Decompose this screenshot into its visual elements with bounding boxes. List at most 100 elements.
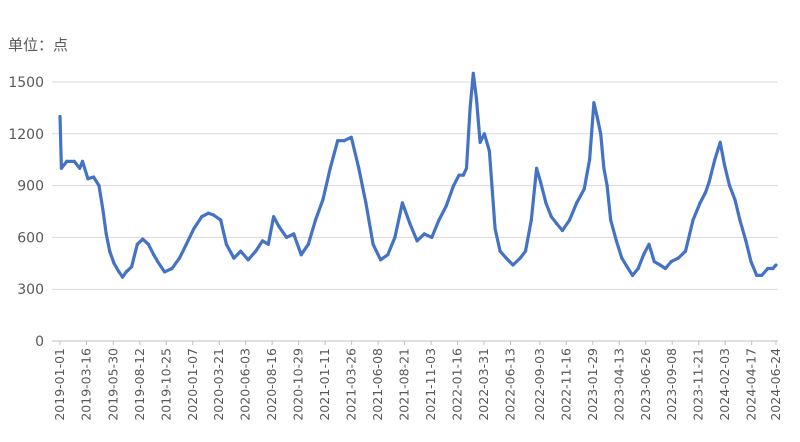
- data-point: [602, 166, 606, 170]
- data-point: [415, 239, 419, 243]
- y-tick-label: 1500: [8, 75, 44, 91]
- data-point: [65, 159, 69, 163]
- data-point: [582, 187, 586, 191]
- data-point: [718, 140, 722, 144]
- data-point: [683, 249, 688, 253]
- data-point: [430, 235, 434, 239]
- data-point: [575, 201, 579, 205]
- data-point: [560, 228, 565, 233]
- data-point: [471, 71, 475, 75]
- data-point: [135, 242, 139, 246]
- data-point: [529, 218, 533, 222]
- data-point: [755, 273, 759, 277]
- data-point: [461, 173, 465, 177]
- data-point: [523, 249, 528, 253]
- data-point: [592, 101, 596, 105]
- series-line: [58, 71, 778, 279]
- data-point: [464, 166, 469, 170]
- data-point: [713, 158, 717, 162]
- x-tick-label: 2020-10-29: [291, 348, 306, 421]
- data-point: [599, 132, 603, 136]
- data-point: [669, 260, 673, 264]
- x-tick-label: 2023-06-26: [638, 348, 653, 421]
- data-point: [663, 266, 668, 271]
- data-point: [478, 140, 482, 144]
- data-point: [444, 204, 448, 208]
- data-point: [474, 97, 479, 101]
- data-point: [272, 215, 276, 219]
- data-point: [647, 242, 651, 246]
- data-point: [605, 184, 609, 188]
- x-axis-ticks: 2019-01-01 2019-03-16 2019-05-30 2019-08-12…: [52, 341, 783, 421]
- x-tick-label: 2024-04-17: [744, 348, 759, 421]
- x-tick-label: 2021-11-03: [423, 348, 438, 421]
- unit-label: 单位：点: [8, 36, 69, 54]
- data-point: [92, 175, 96, 179]
- x-tick-label: 2024-02-03: [717, 348, 732, 421]
- x-tick-label: 2023-01-29: [585, 348, 600, 421]
- data-point: [299, 253, 303, 257]
- data-point: [260, 239, 265, 243]
- data-point: [738, 218, 742, 222]
- y-tick-label: 600: [17, 230, 44, 246]
- x-tick-label: 2023-11-21: [691, 348, 706, 421]
- x-tick-label: 2021-06-08: [370, 348, 385, 421]
- x-tick-label: 2022-06-13: [502, 348, 517, 421]
- data-point: [130, 265, 134, 269]
- data-point: [504, 256, 508, 260]
- data-point: [733, 197, 737, 201]
- x-tick-label: 2020-08-16: [264, 348, 279, 421]
- data-point: [371, 242, 375, 246]
- data-point: [357, 166, 361, 170]
- data-point: [555, 222, 559, 226]
- data-point: [239, 249, 243, 253]
- data-point: [698, 201, 702, 205]
- data-point: [774, 263, 778, 267]
- data-point: [156, 260, 160, 264]
- data-point: [104, 232, 108, 236]
- data-point: [101, 208, 105, 212]
- x-tick-label: 2024-06-24: [768, 348, 783, 421]
- data-point: [658, 263, 662, 267]
- data-point: [254, 249, 258, 253]
- data-point: [549, 215, 553, 219]
- data-point: [224, 242, 228, 246]
- data-point: [707, 180, 711, 184]
- data-point: [80, 159, 85, 163]
- data-point: [86, 177, 90, 181]
- data-point: [192, 227, 196, 231]
- data-point: [493, 227, 497, 231]
- data-point: [614, 239, 619, 243]
- data-point: [146, 242, 150, 246]
- data-point: [498, 249, 502, 253]
- data-point: [284, 235, 289, 239]
- data-point: [211, 213, 216, 217]
- data-point: [722, 163, 727, 167]
- data-point: [749, 260, 753, 264]
- data-point: [703, 190, 708, 195]
- y-tick-label: 900: [17, 179, 44, 195]
- data-point: [97, 184, 101, 188]
- data-point: [232, 256, 236, 260]
- data-point: [336, 139, 340, 143]
- x-tick-label: 2021-03-26: [344, 348, 359, 421]
- data-point: [219, 218, 223, 222]
- data-point: [567, 218, 572, 222]
- x-tick-label: 2020-06-03: [238, 348, 253, 421]
- data-point: [141, 237, 145, 241]
- data-point: [379, 258, 383, 262]
- data-point: [595, 114, 599, 119]
- x-tick-label: 2023-04-13: [611, 348, 626, 421]
- data-point: [771, 266, 775, 271]
- data-point: [200, 215, 204, 219]
- data-point: [609, 218, 613, 222]
- data-point: [676, 256, 680, 260]
- data-point: [691, 218, 695, 222]
- data-point: [400, 201, 404, 205]
- grid-lines: [52, 81, 778, 290]
- data-point: [518, 256, 522, 260]
- data-point: [642, 253, 646, 257]
- x-tick-label: 2020-03-21: [211, 348, 226, 421]
- data-point: [760, 273, 764, 277]
- y-axis-ticks: 0 300 600 900 1200 1500: [8, 75, 44, 350]
